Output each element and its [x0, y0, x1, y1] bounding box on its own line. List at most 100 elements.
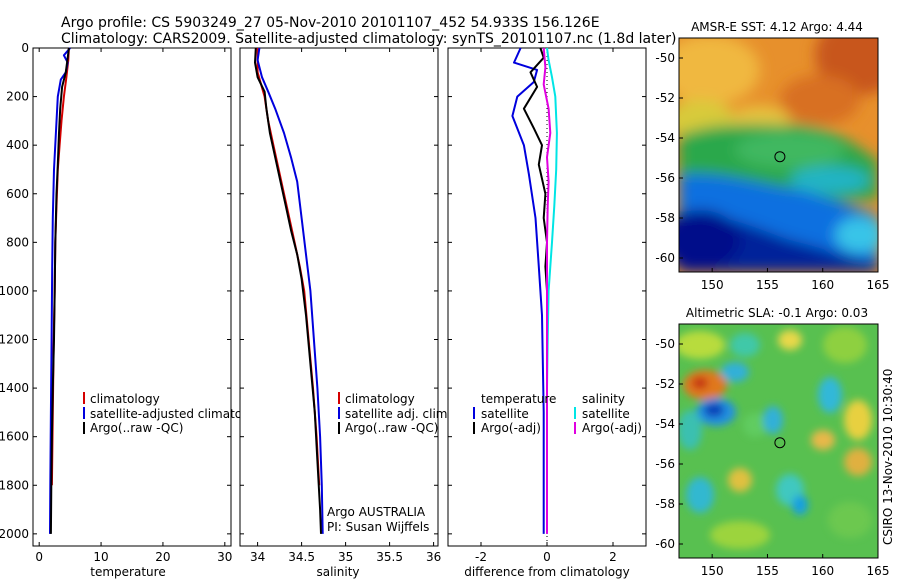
xtick-label: 0: [543, 550, 551, 564]
legend-label-sal-satellite: satellite: [582, 407, 630, 421]
xtick-label: 30: [217, 550, 232, 564]
map-ytick-label: -54: [655, 417, 675, 431]
map-ytick-label: -56: [655, 457, 675, 471]
ytick-label: 2000: [0, 527, 29, 541]
ytick-label: 1000: [0, 284, 29, 298]
series-line-argo: [254, 47, 322, 534]
xtick-label: 2: [609, 550, 617, 564]
legend-label-sal-argo: Argo(-adj): [582, 421, 642, 435]
map-xtick-label: 150: [701, 278, 724, 292]
salinity-panel: 34 34.5 35 35.5 36 salinity climatology sate…: [239, 47, 451, 579]
salinity-lines: [254, 47, 324, 534]
xtick-label: 35.5: [376, 550, 403, 564]
ytick-label: 1600: [0, 430, 29, 444]
side-timestamp-label: CSIRO 13-Nov-2010 10:30:40: [881, 369, 895, 545]
xtick-label: 34.5: [288, 550, 315, 564]
difference-panel: -2 0 2 difference from climatology tempera…: [447, 47, 647, 579]
sst-map-image: [679, 38, 878, 272]
xtick-label: -2: [475, 550, 487, 564]
xtick-label: 20: [155, 550, 170, 564]
series-line-satellite: [256, 47, 324, 534]
legend-label-climatology: climatology: [345, 392, 415, 406]
map-xtick-label: 160: [811, 278, 834, 292]
legend-label-argo: Argo(..raw -QC): [90, 421, 183, 435]
map-xtick-label: 165: [867, 278, 890, 292]
map-ytick-label: -50: [655, 337, 675, 351]
map-xtick-label: 155: [756, 564, 779, 578]
map-ytick-label: -54: [655, 131, 675, 145]
xtick-label: 0: [35, 550, 43, 564]
ytick-label: 0: [21, 41, 29, 55]
temperature-legend: climatology satellite-adjusted climatolo…: [83, 392, 268, 435]
difference-lines: [511, 47, 558, 546]
salinity-xticks: 34 34.5 35 35.5 36: [250, 48, 441, 564]
difference-xlabel: difference from climatology: [464, 565, 630, 579]
sla-map-image: [679, 324, 878, 558]
sla-map-panel: Altimetric SLA: -0.1 Argo: 0.03: [655, 306, 889, 578]
series-line-temp_satellite: [511, 47, 545, 534]
legend-label-argo: Argo(..raw -QC): [345, 421, 438, 435]
annotation-pi: PI: Susan Wijffels: [327, 520, 429, 534]
sst-yticks: -50 -52 -54 -56 -58 -60: [655, 51, 683, 265]
legend-label-satellite: satellite adj. clim.: [345, 407, 451, 421]
difference-xticks: -2 0 2: [475, 48, 617, 564]
legend-label-climatology: climatology: [90, 392, 160, 406]
temperature-yticks: 0 200 400 600 800 1000 1200 1400 1600 1800 2000: [0, 41, 231, 541]
sla-argo-marker: [774, 437, 786, 449]
map-ytick-label: -52: [655, 91, 675, 105]
difference-legend: temperature satellite Argo(-adj) salinit…: [473, 392, 642, 435]
sla-xticks: 150 155 160 165: [701, 554, 890, 578]
map-ytick-label: -60: [655, 537, 675, 551]
difference-yticks: [448, 47, 646, 535]
sst-map-title: AMSR-E SST: 4.12 Argo: 4.44: [691, 20, 863, 34]
map-xtick-label: 155: [756, 278, 779, 292]
sst-argo-marker: [774, 151, 786, 163]
xtick-label: 36: [426, 550, 441, 564]
map-xtick-label: 160: [811, 564, 834, 578]
sla-map-title: Altimetric SLA: -0.1 Argo: 0.03: [686, 306, 868, 320]
salinity-legend: climatology satellite adj. clim. Argo(..…: [338, 392, 451, 435]
ytick-label: 1200: [0, 333, 29, 347]
salinity-yticks: [240, 47, 438, 535]
temperature-axes-frame: [32, 47, 232, 547]
map-ytick-label: -58: [655, 211, 675, 225]
annotation-argo-australia: Argo AUSTRALIA: [327, 505, 426, 519]
sst-xticks: 150 155 160 165: [701, 268, 890, 292]
xtick-label: 34: [250, 550, 265, 564]
ytick-label: 1800: [0, 478, 29, 492]
xtick-label: 10: [93, 550, 108, 564]
ytick-label: 800: [6, 235, 29, 249]
sla-yticks: -50 -52 -54 -56 -58 -60: [655, 337, 683, 551]
xtick-label: 35: [338, 550, 353, 564]
legend-title-temperature: temperature: [481, 392, 556, 406]
ytick-label: 1400: [0, 381, 29, 395]
header-line2: Climatology: CARS2009. Satellite-adjuste…: [61, 31, 676, 47]
series-line-argo: [49, 47, 70, 534]
salinity-axes-frame: [239, 47, 439, 547]
ytick-label: 200: [6, 90, 29, 104]
series-line-sal_argo: [542, 47, 552, 534]
legend-label-satellite: satellite-adjusted climatology: [90, 407, 268, 421]
sla-map-frame: [678, 323, 879, 559]
legend-title-salinity: salinity: [582, 392, 625, 406]
temperature-xticks: 0 10 20 30: [35, 48, 232, 564]
temperature-lines: [49, 47, 71, 534]
salinity-xlabel: salinity: [316, 565, 359, 579]
map-ytick-label: -58: [655, 497, 675, 511]
sst-map-frame: [678, 37, 879, 273]
map-xtick-label: 165: [867, 564, 890, 578]
sst-map-panel: AMSR-E SST: 4.12 Argo: 4.44 150 155 160 165…: [655, 20, 890, 292]
map-ytick-label: -50: [655, 51, 675, 65]
map-ytick-label: -60: [655, 251, 675, 265]
map-ytick-label: -56: [655, 171, 675, 185]
ytick-label: 400: [6, 138, 29, 152]
map-ytick-label: -52: [655, 377, 675, 391]
ytick-label: 600: [6, 187, 29, 201]
header-line1: Argo profile: CS 5903249_27 05-Nov-2010 …: [61, 15, 600, 31]
temperature-panel: 0 200 400 600 800 1000 1200 1400 1600 1800 2000 0 1…: [0, 41, 268, 579]
legend-label-temp-satellite: satellite: [481, 407, 529, 421]
legend-label-temp-argo: Argo(-adj): [481, 421, 541, 435]
temperature-xlabel: temperature: [90, 565, 165, 579]
map-xtick-label: 150: [701, 564, 724, 578]
